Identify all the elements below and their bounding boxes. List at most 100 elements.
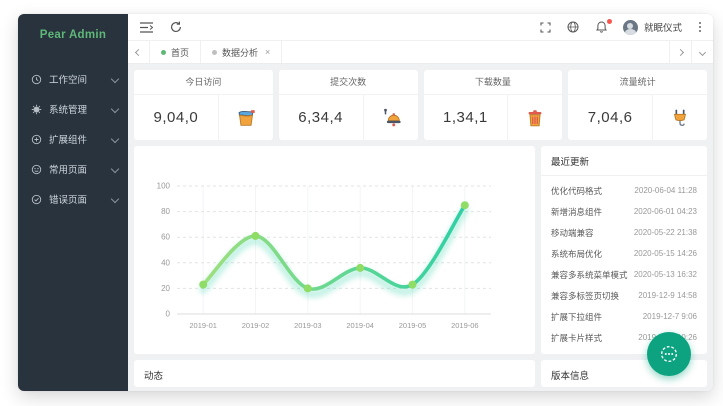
error-icon	[31, 194, 42, 204]
tab-close-icon[interactable]: ×	[265, 47, 271, 57]
update-date: 2019-12-9 14:58	[638, 291, 697, 300]
stat-card-traffic: 流量统计 7,04,6	[568, 70, 707, 140]
sidebar-item-system[interactable]: 系统管理	[18, 94, 128, 124]
activity-panel: 动态	[134, 360, 535, 387]
list-item: 系统布局优化 2020-05-15 14:26	[541, 243, 707, 264]
update-date: 2019-12-7 9:06	[642, 312, 697, 321]
update-label: 新增消息组件	[551, 206, 603, 217]
sidebar-item-workspace[interactable]: 工作空间	[18, 64, 128, 94]
sidebar-item-label: 工作空间	[49, 75, 88, 86]
chevron-down-icon	[110, 164, 120, 174]
extension-icon	[31, 134, 42, 144]
svg-text:2019-04: 2019-04	[346, 321, 374, 330]
tab-label: 首页	[171, 47, 190, 58]
update-label: 移动端兼容	[551, 227, 594, 238]
update-label: 优化代码格式	[551, 185, 603, 196]
recent-updates-panel: 最近更新 优化代码格式 2020-06-04 11:28 新增消息组件 2020-0…	[541, 146, 707, 354]
list-item: 兼容多标签页切换 2019-12-9 14:58	[541, 285, 707, 306]
palette-icon	[660, 345, 678, 363]
plug-icon	[653, 95, 707, 140]
chevron-down-icon	[110, 74, 120, 84]
stat-value: 6,34,4	[279, 95, 364, 140]
fullscreen-icon[interactable]	[539, 21, 552, 34]
user-menu[interactable]: 就眠仪式	[622, 19, 682, 35]
stat-title: 今日访问	[134, 70, 273, 95]
visits-line-chart: 0 20 40 60 80 100 2019-01 2019-02 2019-03 2019-04…	[134, 146, 535, 354]
update-date: 2020-05-13 16:32	[633, 270, 697, 279]
sidebar: Pear Admin 工作空间 系统管理 扩展组件 常用页面	[18, 14, 128, 391]
trash-icon	[508, 95, 562, 140]
system-icon	[31, 104, 42, 114]
tabs-scroll-left-icon[interactable]	[128, 41, 150, 63]
update-date: 2020-06-01 04:23	[633, 207, 697, 216]
update-label: 系统布局优化	[551, 248, 603, 259]
stat-value: 7,04,6	[568, 95, 653, 140]
list-item: 新增消息组件 2020-06-01 04:23	[541, 201, 707, 222]
tabbar: 首页 数据分析 ×	[128, 41, 713, 64]
chevron-down-icon	[110, 134, 120, 144]
language-globe-icon[interactable]	[567, 21, 580, 34]
panel-title: 动态	[144, 371, 164, 382]
stat-value: 1,34,1	[424, 95, 509, 140]
app-logo: Pear Admin	[39, 29, 107, 41]
svg-text:60: 60	[161, 233, 170, 242]
update-date: 2020-06-04 11:28	[634, 186, 697, 195]
collapse-menu-icon[interactable]	[140, 21, 153, 34]
bell-icon	[364, 95, 418, 140]
theme-settings-fab[interactable]	[647, 332, 691, 376]
avatar	[622, 19, 638, 35]
tabs-menu-icon[interactable]	[691, 41, 713, 63]
list-item: 优化代码格式 2020-06-04 11:28	[541, 180, 707, 201]
panel-title: 版本信息	[551, 371, 590, 382]
list-item: 扩展下拉组件 2019-12-7 9:06	[541, 306, 707, 327]
tabs-scroll-right-icon[interactable]	[669, 41, 691, 63]
svg-text:2019-03: 2019-03	[294, 321, 322, 330]
tab-status-dot	[161, 49, 166, 55]
refresh-icon[interactable]	[169, 21, 182, 34]
stat-card-visits: 今日访问 9,04,0	[134, 70, 273, 140]
svg-text:2019-05: 2019-05	[399, 321, 427, 330]
chart-canvas: 0 20 40 60 80 100 2019-01 2019-02 2019-03 2019-04…	[134, 146, 535, 354]
sidebar-item-label: 扩展组件	[49, 135, 88, 146]
chevron-down-icon	[110, 104, 120, 114]
paint-bucket-icon	[219, 95, 273, 140]
svg-text:2019-02: 2019-02	[242, 321, 270, 330]
sidebar-menu: 工作空间 系统管理 扩展组件 常用页面 错误页面	[18, 56, 128, 214]
list-item: 移动端兼容 2020-05-22 21:38	[541, 222, 707, 243]
tab-data-analysis[interactable]: 数据分析 ×	[201, 41, 283, 63]
stat-title: 下载数量	[423, 70, 563, 95]
pages-icon	[31, 164, 42, 174]
update-label: 兼容多标签页切换	[551, 290, 620, 301]
sidebar-item-label: 系统管理	[49, 105, 88, 116]
stat-card-downloads: 下载数量 1,34,1	[423, 70, 563, 140]
updates-list: 优化代码格式 2020-06-04 11:28 新增消息组件 2020-06-01 …	[541, 176, 707, 348]
update-date: 2020-05-15 14:26	[633, 249, 697, 258]
update-label: 扩展卡片样式	[551, 332, 603, 343]
notification-badge	[606, 18, 612, 24]
workspace-icon	[31, 74, 42, 84]
page-content: 今日访问 9,04,0 提交次数 6,34,4	[128, 64, 713, 391]
stat-value: 9,04,0	[134, 95, 219, 140]
app-window: Pear Admin 工作空间 系统管理 扩展组件 常用页面	[18, 14, 713, 391]
tab-home[interactable]: 首页	[150, 41, 202, 63]
sidebar-item-error-pages[interactable]: 错误页面	[18, 184, 128, 214]
sidebar-item-extensions[interactable]: 扩展组件	[18, 124, 128, 154]
panel-title: 最近更新	[541, 146, 707, 176]
sidebar-item-label: 常用页面	[49, 165, 88, 176]
svg-text:100: 100	[157, 182, 171, 191]
more-options-icon[interactable]	[697, 22, 703, 32]
notifications-bell-icon[interactable]	[595, 18, 612, 34]
svg-text:20: 20	[161, 284, 170, 293]
stats-row: 今日访问 9,04,0 提交次数 6,34,4	[134, 70, 707, 140]
list-item: 兼容多系统菜单模式 2020-05-13 16:32	[541, 264, 707, 285]
svg-text:40: 40	[161, 258, 170, 267]
svg-text:2019-01: 2019-01	[189, 321, 217, 330]
stat-title: 流量统计	[568, 70, 707, 95]
sidebar-item-pages[interactable]: 常用页面	[18, 154, 128, 184]
svg-text:2019-06: 2019-06	[451, 321, 479, 330]
update-label: 扩展下拉组件	[551, 311, 603, 322]
topbar: 就眠仪式	[128, 14, 713, 41]
chevron-down-icon	[110, 194, 120, 204]
sidebar-item-label: 错误页面	[49, 195, 88, 206]
stat-card-submits: 提交次数 6,34,4	[278, 70, 418, 140]
